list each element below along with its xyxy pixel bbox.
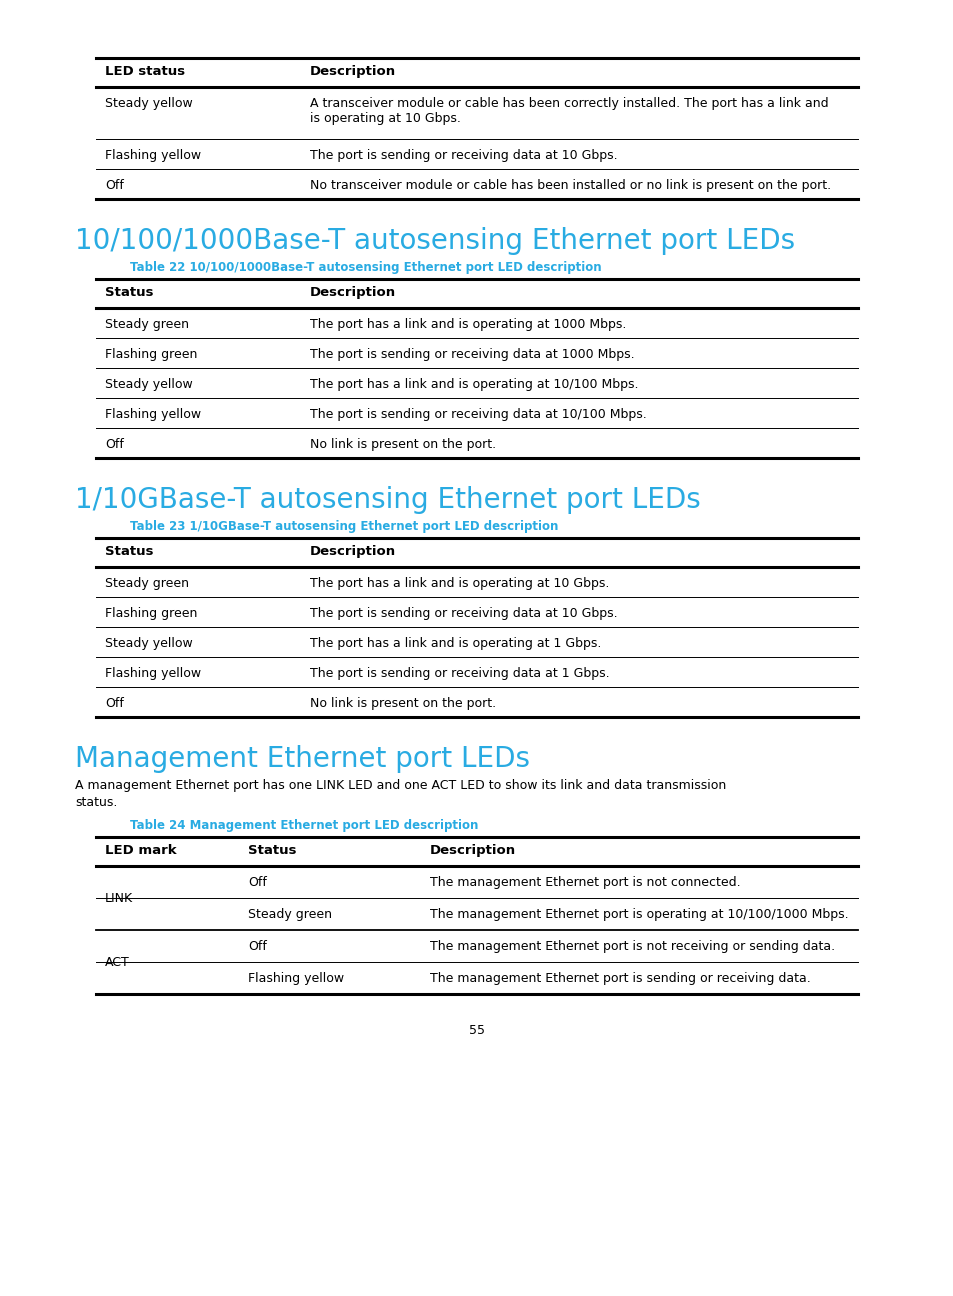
Text: The port has a link and is operating at 10 Gbps.: The port has a link and is operating at …	[310, 577, 609, 590]
Text: Off: Off	[248, 940, 267, 953]
Text: Steady green: Steady green	[248, 908, 332, 921]
Text: LED status: LED status	[105, 65, 185, 78]
Text: Off: Off	[105, 697, 124, 710]
Text: Off: Off	[105, 179, 124, 192]
Text: LINK: LINK	[105, 892, 133, 905]
Text: Off: Off	[248, 876, 267, 889]
Text: Off: Off	[105, 438, 124, 451]
Text: Description: Description	[430, 844, 516, 857]
Text: status.: status.	[75, 796, 117, 809]
Text: The port has a link and is operating at 1000 Mbps.: The port has a link and is operating at …	[310, 318, 626, 330]
Text: A transceiver module or cable has been correctly installed. The port has a link : A transceiver module or cable has been c…	[310, 97, 828, 124]
Text: A management Ethernet port has one LINK LED and one ACT LED to show its link and: A management Ethernet port has one LINK …	[75, 779, 725, 792]
Text: Flashing yellow: Flashing yellow	[248, 972, 344, 985]
Text: Table 22 10/100/1000Base-T autosensing Ethernet port LED description: Table 22 10/100/1000Base-T autosensing E…	[130, 260, 601, 273]
Text: The management Ethernet port is not connected.: The management Ethernet port is not conn…	[430, 876, 740, 889]
Text: Steady green: Steady green	[105, 577, 189, 590]
Text: Steady yellow: Steady yellow	[105, 378, 193, 391]
Text: 10/100/1000Base-T autosensing Ethernet port LEDs: 10/100/1000Base-T autosensing Ethernet p…	[75, 227, 794, 255]
Text: Steady green: Steady green	[105, 318, 189, 330]
Text: The port is sending or receiving data at 1 Gbps.: The port is sending or receiving data at…	[310, 667, 609, 680]
Text: 1/10GBase-T autosensing Ethernet port LEDs: 1/10GBase-T autosensing Ethernet port LE…	[75, 486, 700, 515]
Text: Description: Description	[310, 65, 395, 78]
Text: The port has a link and is operating at 10/100 Mbps.: The port has a link and is operating at …	[310, 378, 638, 391]
Text: 55: 55	[469, 1024, 484, 1037]
Text: Flashing yellow: Flashing yellow	[105, 408, 201, 421]
Text: ACT: ACT	[105, 955, 130, 968]
Text: Flashing green: Flashing green	[105, 607, 197, 619]
Text: Flashing yellow: Flashing yellow	[105, 149, 201, 162]
Text: The management Ethernet port is operating at 10/100/1000 Mbps.: The management Ethernet port is operatin…	[430, 908, 848, 921]
Text: The port is sending or receiving data at 10 Gbps.: The port is sending or receiving data at…	[310, 149, 617, 162]
Text: Status: Status	[105, 546, 153, 559]
Text: The port is sending or receiving data at 10/100 Mbps.: The port is sending or receiving data at…	[310, 408, 646, 421]
Text: Status: Status	[248, 844, 296, 857]
Text: The port has a link and is operating at 1 Gbps.: The port has a link and is operating at …	[310, 638, 600, 651]
Text: Table 24 Management Ethernet port LED description: Table 24 Management Ethernet port LED de…	[130, 819, 477, 832]
Text: The management Ethernet port is not receiving or sending data.: The management Ethernet port is not rece…	[430, 940, 834, 953]
Text: Description: Description	[310, 546, 395, 559]
Text: Flashing yellow: Flashing yellow	[105, 667, 201, 680]
Text: Steady yellow: Steady yellow	[105, 638, 193, 651]
Text: LED mark: LED mark	[105, 844, 176, 857]
Text: The port is sending or receiving data at 1000 Mbps.: The port is sending or receiving data at…	[310, 349, 634, 362]
Text: No link is present on the port.: No link is present on the port.	[310, 697, 496, 710]
Text: Table 23 1/10GBase-T autosensing Ethernet port LED description: Table 23 1/10GBase-T autosensing Etherne…	[130, 520, 558, 533]
Text: Flashing green: Flashing green	[105, 349, 197, 362]
Text: Management Ethernet port LEDs: Management Ethernet port LEDs	[75, 745, 530, 772]
Text: Steady yellow: Steady yellow	[105, 97, 193, 110]
Text: The port is sending or receiving data at 10 Gbps.: The port is sending or receiving data at…	[310, 607, 617, 619]
Text: The management Ethernet port is sending or receiving data.: The management Ethernet port is sending …	[430, 972, 810, 985]
Text: No transceiver module or cable has been installed or no link is present on the p: No transceiver module or cable has been …	[310, 179, 830, 192]
Text: Description: Description	[310, 286, 395, 299]
Text: Status: Status	[105, 286, 153, 299]
Text: No link is present on the port.: No link is present on the port.	[310, 438, 496, 451]
